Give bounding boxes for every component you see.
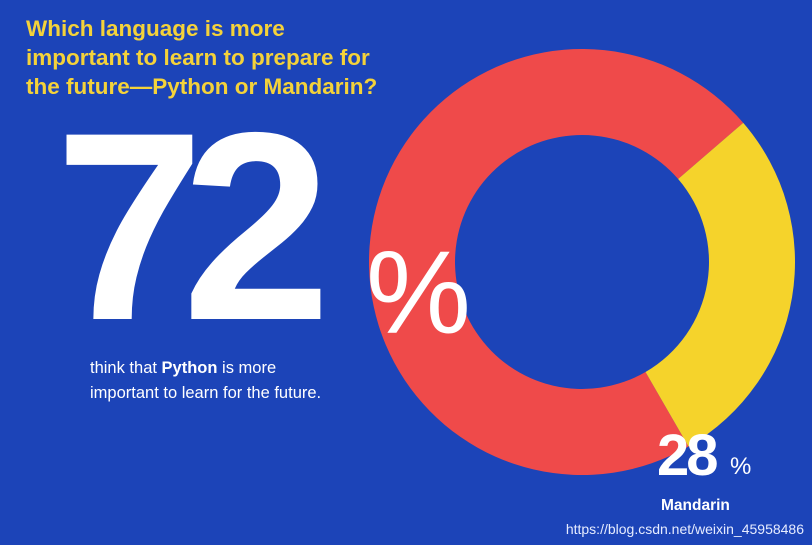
question-title: Which language is more important to lear… xyxy=(26,14,446,101)
python-caption-line-1: think that Python is more xyxy=(90,356,321,381)
python-caption: think that Python is more important to l… xyxy=(90,356,321,406)
watermark-url: https://blog.csdn.net/weixin_45958486 xyxy=(565,521,804,537)
python-caption-line-2: important to learn for the future. xyxy=(90,384,322,402)
question-line-3: the future—Python or Mandarin? xyxy=(26,74,378,99)
caption-suffix: is more xyxy=(217,359,277,377)
python-percentage-value: 72 xyxy=(55,76,331,376)
question-line-2: important to learn to prepare for xyxy=(26,45,370,70)
mandarin-percent-sign: % xyxy=(730,453,752,480)
caption-prefix: think that xyxy=(90,359,162,377)
question-line-1: Which language is more xyxy=(26,16,285,41)
mandarin-percentage-value: 28 xyxy=(657,423,718,488)
donut-slice-python xyxy=(368,49,744,476)
python-percent-sign: % xyxy=(366,227,471,359)
caption-python-highlight: Python xyxy=(161,359,218,377)
mandarin-label: Mandarin xyxy=(661,497,730,514)
donut-slice-mandarin xyxy=(645,122,795,447)
